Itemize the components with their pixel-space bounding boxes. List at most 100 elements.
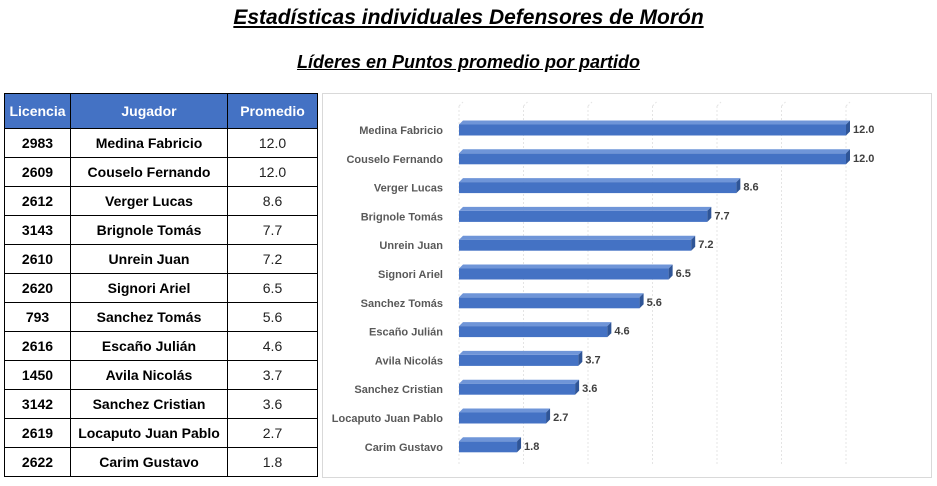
grid-line xyxy=(845,101,851,107)
cell-promedio: 1.8 xyxy=(227,447,318,477)
cell-promedio: 7.2 xyxy=(227,244,318,274)
grid-line xyxy=(781,101,786,107)
cell-licencia: 3143 xyxy=(4,215,71,245)
column-header-licencia: Licencia xyxy=(4,93,71,129)
cell-promedio: 4.6 xyxy=(227,331,318,361)
category-label: Sanchez Cristian xyxy=(354,384,443,396)
cell-jugador: Sanchez Tomás xyxy=(70,302,228,332)
stats-table: Licencia Jugador Promedio 2983 Medina Fab… xyxy=(4,93,318,477)
category-label: Brignole Tomás xyxy=(361,211,443,223)
table-row: 2620 Signori Ariel 6.5 xyxy=(4,273,318,303)
table-row: 2609 Couselo Fernando 12.0 xyxy=(4,157,318,187)
bar xyxy=(459,437,522,453)
cell-promedio: 12.0 xyxy=(227,128,318,158)
cell-licencia: 3142 xyxy=(4,389,71,419)
bar xyxy=(459,408,551,424)
cell-licencia: 2616 xyxy=(4,331,71,361)
category-label: Medina Fabricio xyxy=(359,125,443,137)
table-row: 2622 Carim Gustavo 1.8 xyxy=(4,447,318,477)
cell-jugador: Signori Ariel xyxy=(70,273,228,303)
cell-promedio: 3.6 xyxy=(227,389,318,419)
cell-licencia: 2610 xyxy=(4,244,71,274)
data-label: 8.6 xyxy=(743,182,758,194)
cell-licencia: 2609 xyxy=(4,157,71,187)
cell-jugador: Sanchez Cristian xyxy=(70,389,228,419)
bar xyxy=(459,322,612,338)
cell-licencia: 2612 xyxy=(4,186,71,216)
table-row: 2616 Escaño Julián 4.6 xyxy=(4,331,318,361)
cell-promedio: 5.6 xyxy=(227,302,318,332)
cell-jugador: Brignole Tomás xyxy=(70,215,228,245)
cell-licencia: 1450 xyxy=(4,360,71,390)
category-label: Verger Lucas xyxy=(374,183,443,195)
table-row: 2610 Unrein Juan 7.2 xyxy=(4,244,318,274)
page-title: Estadísticas individuales Defensores de … xyxy=(233,6,704,29)
cell-promedio: 7.7 xyxy=(227,215,318,245)
cell-promedio: 3.7 xyxy=(227,360,318,390)
table-row: 2612 Verger Lucas 8.6 xyxy=(4,186,318,216)
cell-promedio: 12.0 xyxy=(227,157,318,187)
cell-jugador: Carim Gustavo xyxy=(70,447,228,477)
category-label: Couselo Fernando xyxy=(346,154,443,166)
cell-jugador: Locaputo Juan Pablo xyxy=(70,418,228,448)
chart-area: Medina Fabricio 12.0 Couselo Fernando 12.0 V… xyxy=(322,93,932,478)
page-subtitle: Líderes en Puntos promedio por partido xyxy=(296,52,641,72)
data-label: 7.2 xyxy=(698,239,713,251)
table-row: 2619 Locaputo Juan Pablo 2.7 xyxy=(4,418,318,448)
table-row: 3143 Brignole Tomás 7.7 xyxy=(4,215,318,245)
column-header-jugador: Jugador xyxy=(70,93,228,129)
cell-jugador: Unrein Juan xyxy=(70,244,228,274)
category-label: Avila Nicolás xyxy=(375,355,443,367)
bar xyxy=(459,235,696,251)
table-row: 2983 Medina Fabricio 12.0 xyxy=(4,128,318,158)
category-label: Locaputo Juan Pablo xyxy=(332,413,444,425)
cell-licencia: 2622 xyxy=(4,447,71,477)
bar xyxy=(459,149,850,165)
column-header-promedio: Promedio xyxy=(227,93,318,129)
bar xyxy=(459,264,673,280)
grid-line xyxy=(458,101,464,107)
data-label: 2.7 xyxy=(553,412,568,424)
data-label: 6.5 xyxy=(676,268,691,280)
category-label: Escaño Julián xyxy=(369,327,443,339)
data-label: 3.7 xyxy=(585,354,600,366)
cell-licencia: 2620 xyxy=(4,273,71,303)
category-label: Carim Gustavo xyxy=(365,442,444,454)
table-row: 1450 Avila Nicolás 3.7 xyxy=(4,360,318,390)
bar xyxy=(459,178,741,194)
category-label: Signori Ariel xyxy=(378,269,443,281)
category-label: Sanchez Tomás xyxy=(361,298,443,310)
cell-promedio: 6.5 xyxy=(227,273,318,303)
grid-line xyxy=(523,101,528,107)
table-header-row: Licencia Jugador Promedio xyxy=(4,93,318,129)
data-label: 3.6 xyxy=(582,383,597,395)
cell-promedio: 2.7 xyxy=(227,418,318,448)
cell-promedio: 8.6 xyxy=(227,186,318,216)
cell-jugador: Avila Nicolás xyxy=(70,360,228,390)
bar xyxy=(459,379,580,395)
data-label: 1.8 xyxy=(524,441,539,453)
cell-licencia: 2983 xyxy=(4,128,71,158)
grid-line xyxy=(652,101,657,107)
cell-jugador: Verger Lucas xyxy=(70,186,228,216)
table-row: 3142 Sanchez Cristian 3.6 xyxy=(4,389,318,419)
bar xyxy=(459,206,712,222)
grid-line xyxy=(716,101,722,107)
bar xyxy=(459,120,850,136)
bar xyxy=(459,350,583,366)
data-label: 5.6 xyxy=(647,297,662,309)
cell-licencia: 2619 xyxy=(4,418,71,448)
data-label: 12.0 xyxy=(853,124,874,136)
data-label: 4.6 xyxy=(614,326,629,338)
category-label: Unrein Juan xyxy=(379,240,443,252)
cell-jugador: Medina Fabricio xyxy=(70,128,228,158)
grid-line xyxy=(587,101,593,107)
cell-licencia: 793 xyxy=(4,302,71,332)
table-row: 793 Sanchez Tomás 5.6 xyxy=(4,302,318,332)
cell-jugador: Escaño Julián xyxy=(70,331,228,361)
bar-chart: Medina Fabricio 12.0 Couselo Fernando 12.0 V… xyxy=(332,101,874,466)
data-label: 7.7 xyxy=(714,210,729,222)
bar xyxy=(459,293,644,309)
data-label: 12.0 xyxy=(853,153,874,165)
cell-jugador: Couselo Fernando xyxy=(70,157,228,187)
